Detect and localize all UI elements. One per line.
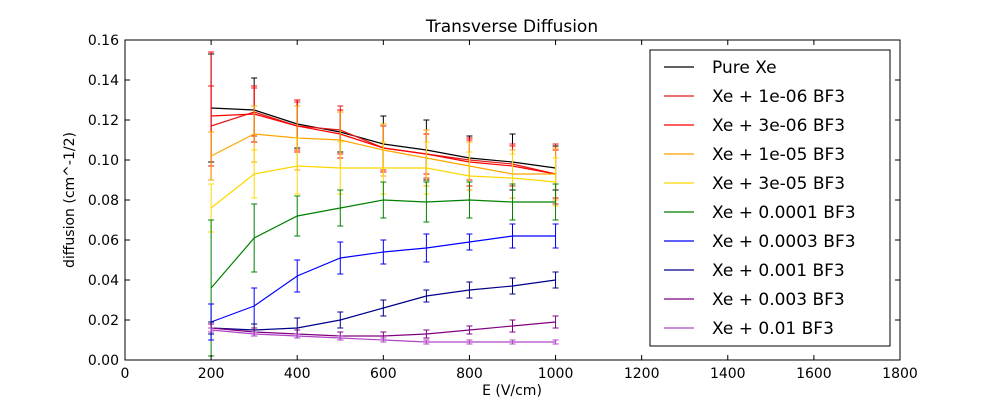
legend-label: Xe + 1e-05 BF3 bbox=[712, 145, 845, 165]
legend-item: Xe + 3e-06 BF3 bbox=[664, 116, 845, 136]
legend-label: Xe + 0.0003 BF3 bbox=[712, 232, 856, 252]
plot-area: 0 200 400 600 800 1000 1200 1400 1600 1800 0.00 0.0… bbox=[88, 33, 918, 382]
y-tick-label: 0.02 bbox=[88, 313, 119, 329]
y-tick-label: 0.12 bbox=[88, 113, 119, 129]
legend-item: Xe + 1e-06 BF3 bbox=[664, 87, 845, 107]
legend-item: Xe + 0.0003 BF3 bbox=[664, 232, 856, 252]
chart-title: Transverse Diffusion bbox=[425, 17, 598, 37]
y-tick-label: 0.08 bbox=[88, 193, 119, 209]
legend-item: Xe + 1e-05 BF3 bbox=[664, 145, 845, 165]
x-tick-label: 400 bbox=[284, 366, 311, 382]
legend-item: Xe + 0.0001 BF3 bbox=[664, 203, 856, 223]
x-tick-label: 1600 bbox=[796, 366, 832, 382]
legend-label: Pure Xe bbox=[712, 58, 777, 78]
y-tick-label: 0.16 bbox=[88, 33, 119, 49]
y-tick-label: 0.04 bbox=[88, 273, 119, 289]
series-line bbox=[211, 279, 556, 331]
x-tick-label: 0 bbox=[121, 366, 130, 382]
legend-item: Xe + 0.001 BF3 bbox=[664, 261, 845, 281]
x-tick-label: 800 bbox=[456, 366, 483, 382]
legend-item: Xe + 3e-05 BF3 bbox=[664, 174, 845, 194]
y-tick-label: 0.14 bbox=[88, 73, 119, 89]
x-tick-label: 1400 bbox=[710, 366, 746, 382]
y-tick-label: 0.06 bbox=[88, 233, 119, 249]
y-axis-title: diffusion (cm^-1/2) bbox=[62, 132, 78, 268]
series-7 bbox=[208, 271, 559, 339]
x-axis-title: E (V/cm) bbox=[482, 383, 542, 399]
series-9 bbox=[208, 327, 559, 345]
legend-label: Xe + 0.0001 BF3 bbox=[712, 203, 856, 223]
series-line bbox=[210, 235, 556, 323]
x-tick-label: 200 bbox=[198, 366, 225, 382]
series-line bbox=[211, 321, 556, 337]
legend-label: Xe + 0.01 BF3 bbox=[712, 319, 834, 339]
legend-item: Pure Xe bbox=[664, 58, 777, 78]
legend-item: Xe + 0.01 BF3 bbox=[664, 319, 834, 339]
series-6 bbox=[208, 223, 559, 341]
x-tick-label: 1000 bbox=[538, 366, 574, 382]
series-line bbox=[211, 329, 556, 343]
legend-label: Xe + 1e-06 BF3 bbox=[712, 87, 845, 107]
series-line bbox=[210, 199, 556, 289]
x-tick-label: 600 bbox=[370, 366, 397, 382]
y-tick-label: 0.10 bbox=[88, 153, 119, 169]
legend-label: Xe + 3e-05 BF3 bbox=[712, 174, 845, 194]
x-tick-label: 1800 bbox=[882, 366, 918, 382]
series-8 bbox=[208, 315, 559, 341]
x-tick-label: 1200 bbox=[624, 366, 660, 382]
y-tick-label: 0.00 bbox=[88, 353, 119, 369]
legend-label: Xe + 0.001 BF3 bbox=[712, 261, 845, 281]
legend: Pure Xe Xe + 1e-06 BF3 Xe + 3e-06 BF3 Xe + … bbox=[649, 49, 891, 347]
legend-box bbox=[649, 49, 891, 347]
legend-label: Xe + 3e-06 BF3 bbox=[712, 116, 845, 136]
series-line bbox=[210, 165, 556, 209]
legend-label: Xe + 0.003 BF3 bbox=[712, 290, 845, 310]
legend-item: Xe + 0.003 BF3 bbox=[664, 290, 845, 310]
